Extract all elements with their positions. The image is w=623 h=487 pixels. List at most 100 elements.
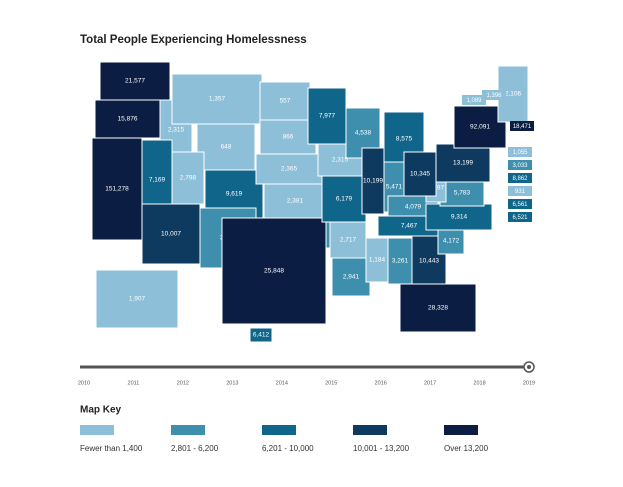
state-value: 28,328 [428,305,448,312]
key-swatch [262,425,296,435]
state-value: 7,977 [319,113,336,120]
callout-box[interactable] [508,173,532,183]
timeline-year[interactable]: 2016 [375,380,387,386]
state-value: 25,848 [264,268,284,275]
callout-box[interactable] [462,95,486,105]
state[interactable] [141,203,201,265]
key-swatch [444,425,478,435]
state-value: 10,443 [419,258,439,265]
state-value: 2,798 [180,175,197,182]
state-value: 7,467 [401,223,418,230]
timeline-year[interactable]: 2010 [78,380,90,386]
state[interactable] [171,151,205,205]
state-value: 866 [283,134,294,141]
timeline-year[interactable]: 2015 [325,380,337,386]
state-value: 1,357 [209,96,226,103]
callout-box[interactable] [508,160,532,170]
key-title: Map Key [80,405,122,416]
timeline-year[interactable]: 2014 [276,380,288,386]
state-value: 2,717 [340,237,357,244]
state-value: 21,577 [125,78,145,85]
state[interactable] [91,137,143,241]
state[interactable] [249,327,273,343]
state-value: 3,261 [392,258,409,265]
state-value: 92,091 [470,124,490,131]
callout-box[interactable] [508,212,532,222]
state[interactable] [329,221,367,259]
state-value: 8,575 [396,136,413,143]
callout-value: 1,396 [486,93,502,99]
timeline-handle-dot [527,365,531,369]
state-value: 9,619 [226,191,243,198]
state-value: 151,278 [105,186,129,193]
state[interactable] [99,61,171,101]
state-value: 648 [221,144,232,151]
callout-value: 1,055 [512,150,528,156]
state-value: 7,169 [149,177,166,184]
state[interactable] [221,217,327,325]
state[interactable] [259,119,317,155]
timeline-year[interactable]: 2017 [424,380,436,386]
key-label: 2,801 - 6,200 [171,444,219,453]
callout-value: 1,089 [466,98,482,104]
state-value: 6,412 [253,332,270,339]
callout-value: 6,521 [512,215,528,221]
state-value: 2,365 [281,166,298,173]
state[interactable] [95,269,179,329]
title: Total People Experiencing Homelessness [80,34,307,46]
callout-value: 931 [515,189,526,195]
callout-box[interactable] [508,147,532,157]
key-swatch [80,425,114,435]
state[interactable] [171,73,263,125]
state-value: 10,199 [363,178,383,185]
state-value: 10,345 [410,171,430,178]
callout-value: 18,471 [513,124,532,130]
state[interactable] [453,105,507,149]
timeline-year[interactable]: 2013 [226,380,238,386]
state-value: 2,381 [287,198,304,205]
state[interactable] [403,151,437,197]
timeline-year[interactable]: 2012 [177,380,189,386]
state-value: 5,471 [386,184,403,191]
state-value: 4,079 [405,204,422,211]
timeline-year[interactable]: 2018 [473,380,485,386]
state-value: 5,783 [454,190,471,197]
key-label: Over 13,200 [444,444,489,453]
state-value: 13,199 [453,160,473,167]
state-value: 4,172 [443,238,460,245]
key-swatch [353,425,387,435]
callout-box[interactable] [508,199,532,209]
callout-value: 3,033 [512,163,528,169]
key-label: 10,001 - 13,200 [353,444,410,453]
key-label: 6,201 - 10,000 [262,444,314,453]
state[interactable] [331,257,371,297]
state[interactable] [307,87,347,145]
state[interactable] [263,183,327,219]
state-value: 2,941 [343,274,360,281]
key-swatch [171,425,205,435]
timeline-year[interactable]: 2011 [128,380,140,386]
state-value: 1,907 [129,296,146,303]
state-value: 557 [280,98,291,105]
timeline-year[interactable]: 2019 [523,380,535,386]
state-value: 15,876 [118,116,138,123]
state[interactable] [399,283,477,333]
state[interactable] [321,175,367,223]
callout-box[interactable] [482,90,506,100]
state-value: 10,007 [161,231,181,238]
state[interactable] [196,123,256,171]
state-value: 6,179 [336,196,353,203]
state-value: 2,315 [332,157,349,164]
key-label: Fewer than 1,400 [80,444,143,453]
state-value: 1,184 [369,257,386,264]
state-value: 4,538 [355,130,372,137]
state-value: 2,315 [168,127,185,134]
state[interactable] [387,237,413,285]
callout-box[interactable] [508,186,532,196]
state-value: 9,314 [451,214,468,221]
callout-value: 8,862 [512,176,528,182]
callout-box[interactable] [510,121,534,131]
callout-value: 6,561 [512,202,528,208]
